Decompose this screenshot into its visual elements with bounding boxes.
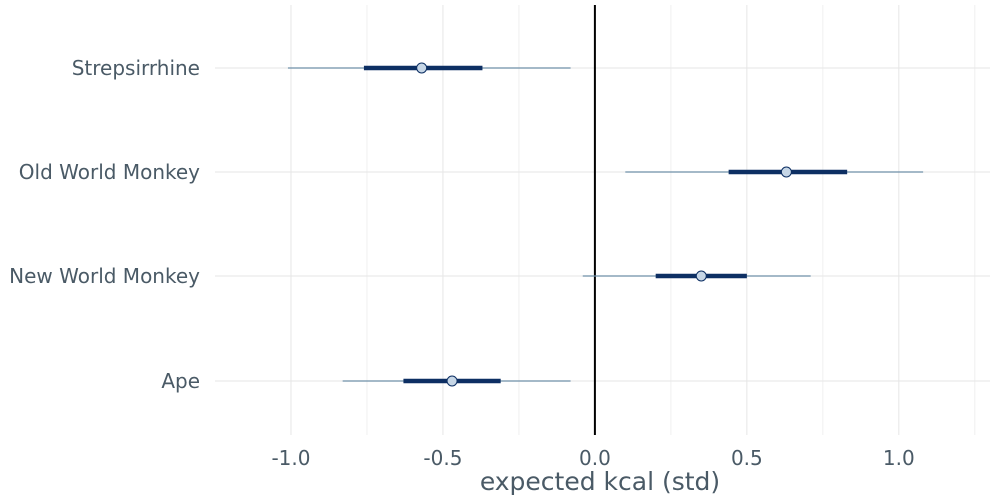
x-axis-title: expected kcal (std) [480,467,720,496]
x-tick-label: 0.5 [731,446,763,470]
category-labels: Strepsirrhine Old World Monkey New World M… [9,56,200,393]
point-estimate [446,375,458,387]
grid-lines [215,5,990,435]
point-estimate [416,62,428,74]
category-label: Ape [161,369,200,393]
point-estimate [695,270,707,282]
category-label: Old World Monkey [19,160,200,184]
x-tick-label: -0.5 [423,446,462,470]
point-estimate [780,166,792,178]
x-tick-label: -1.0 [271,446,310,470]
intervals-group [287,62,924,387]
category-label: New World Monkey [9,264,200,288]
x-tick-label: 1.0 [883,446,915,470]
x-tick-labels: -1.0 -0.5 0.0 0.5 1.0 [271,446,914,470]
x-tick-label: 0.0 [579,446,611,470]
category-label: Strepsirrhine [72,56,200,80]
